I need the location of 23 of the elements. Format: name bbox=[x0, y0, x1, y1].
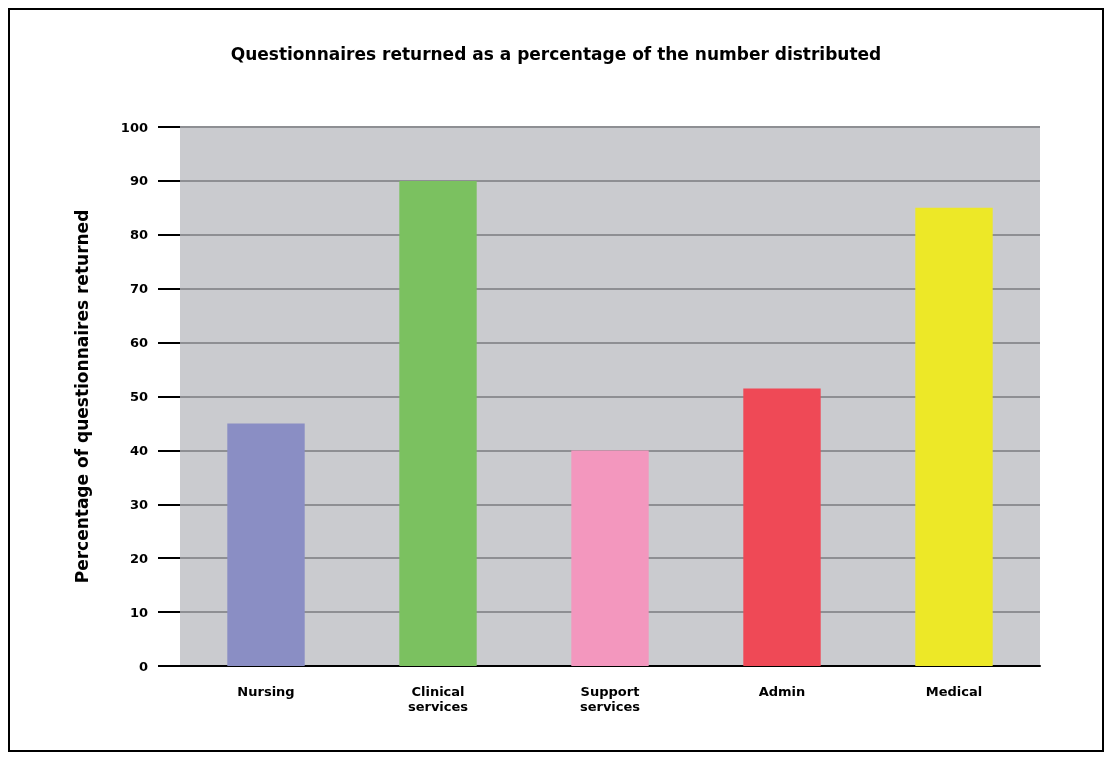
bar bbox=[227, 423, 305, 666]
y-tick-label: 0 bbox=[138, 658, 148, 674]
x-tick-label: Admin bbox=[758, 684, 806, 699]
bar bbox=[743, 388, 821, 666]
bar bbox=[399, 180, 477, 666]
y-tick-label: 20 bbox=[129, 550, 148, 566]
x-tick-label: Medical bbox=[925, 684, 983, 699]
y-tick-label: 80 bbox=[129, 227, 148, 243]
y-tick-label: 10 bbox=[129, 604, 148, 620]
y-tick-label: 70 bbox=[129, 281, 148, 297]
y-axis-title: Percentage of questionnaires returned bbox=[71, 209, 92, 584]
x-tick-label: Nursing bbox=[237, 684, 295, 699]
y-tick-label: 40 bbox=[129, 442, 148, 458]
y-tick-label: 90 bbox=[129, 173, 148, 189]
y-tick-label: 60 bbox=[129, 335, 148, 351]
y-tick-label: 100 bbox=[120, 119, 148, 135]
x-tick-label: Clinical services bbox=[407, 684, 469, 714]
y-tick-label: 50 bbox=[129, 389, 148, 404]
y-tick-label: 30 bbox=[129, 496, 148, 512]
chart-title: Questionnaires returned as a percentage of the number distributed bbox=[230, 43, 882, 64]
x-tick-label: Support services bbox=[579, 684, 641, 714]
bar bbox=[915, 207, 993, 666]
bar bbox=[571, 450, 649, 666]
